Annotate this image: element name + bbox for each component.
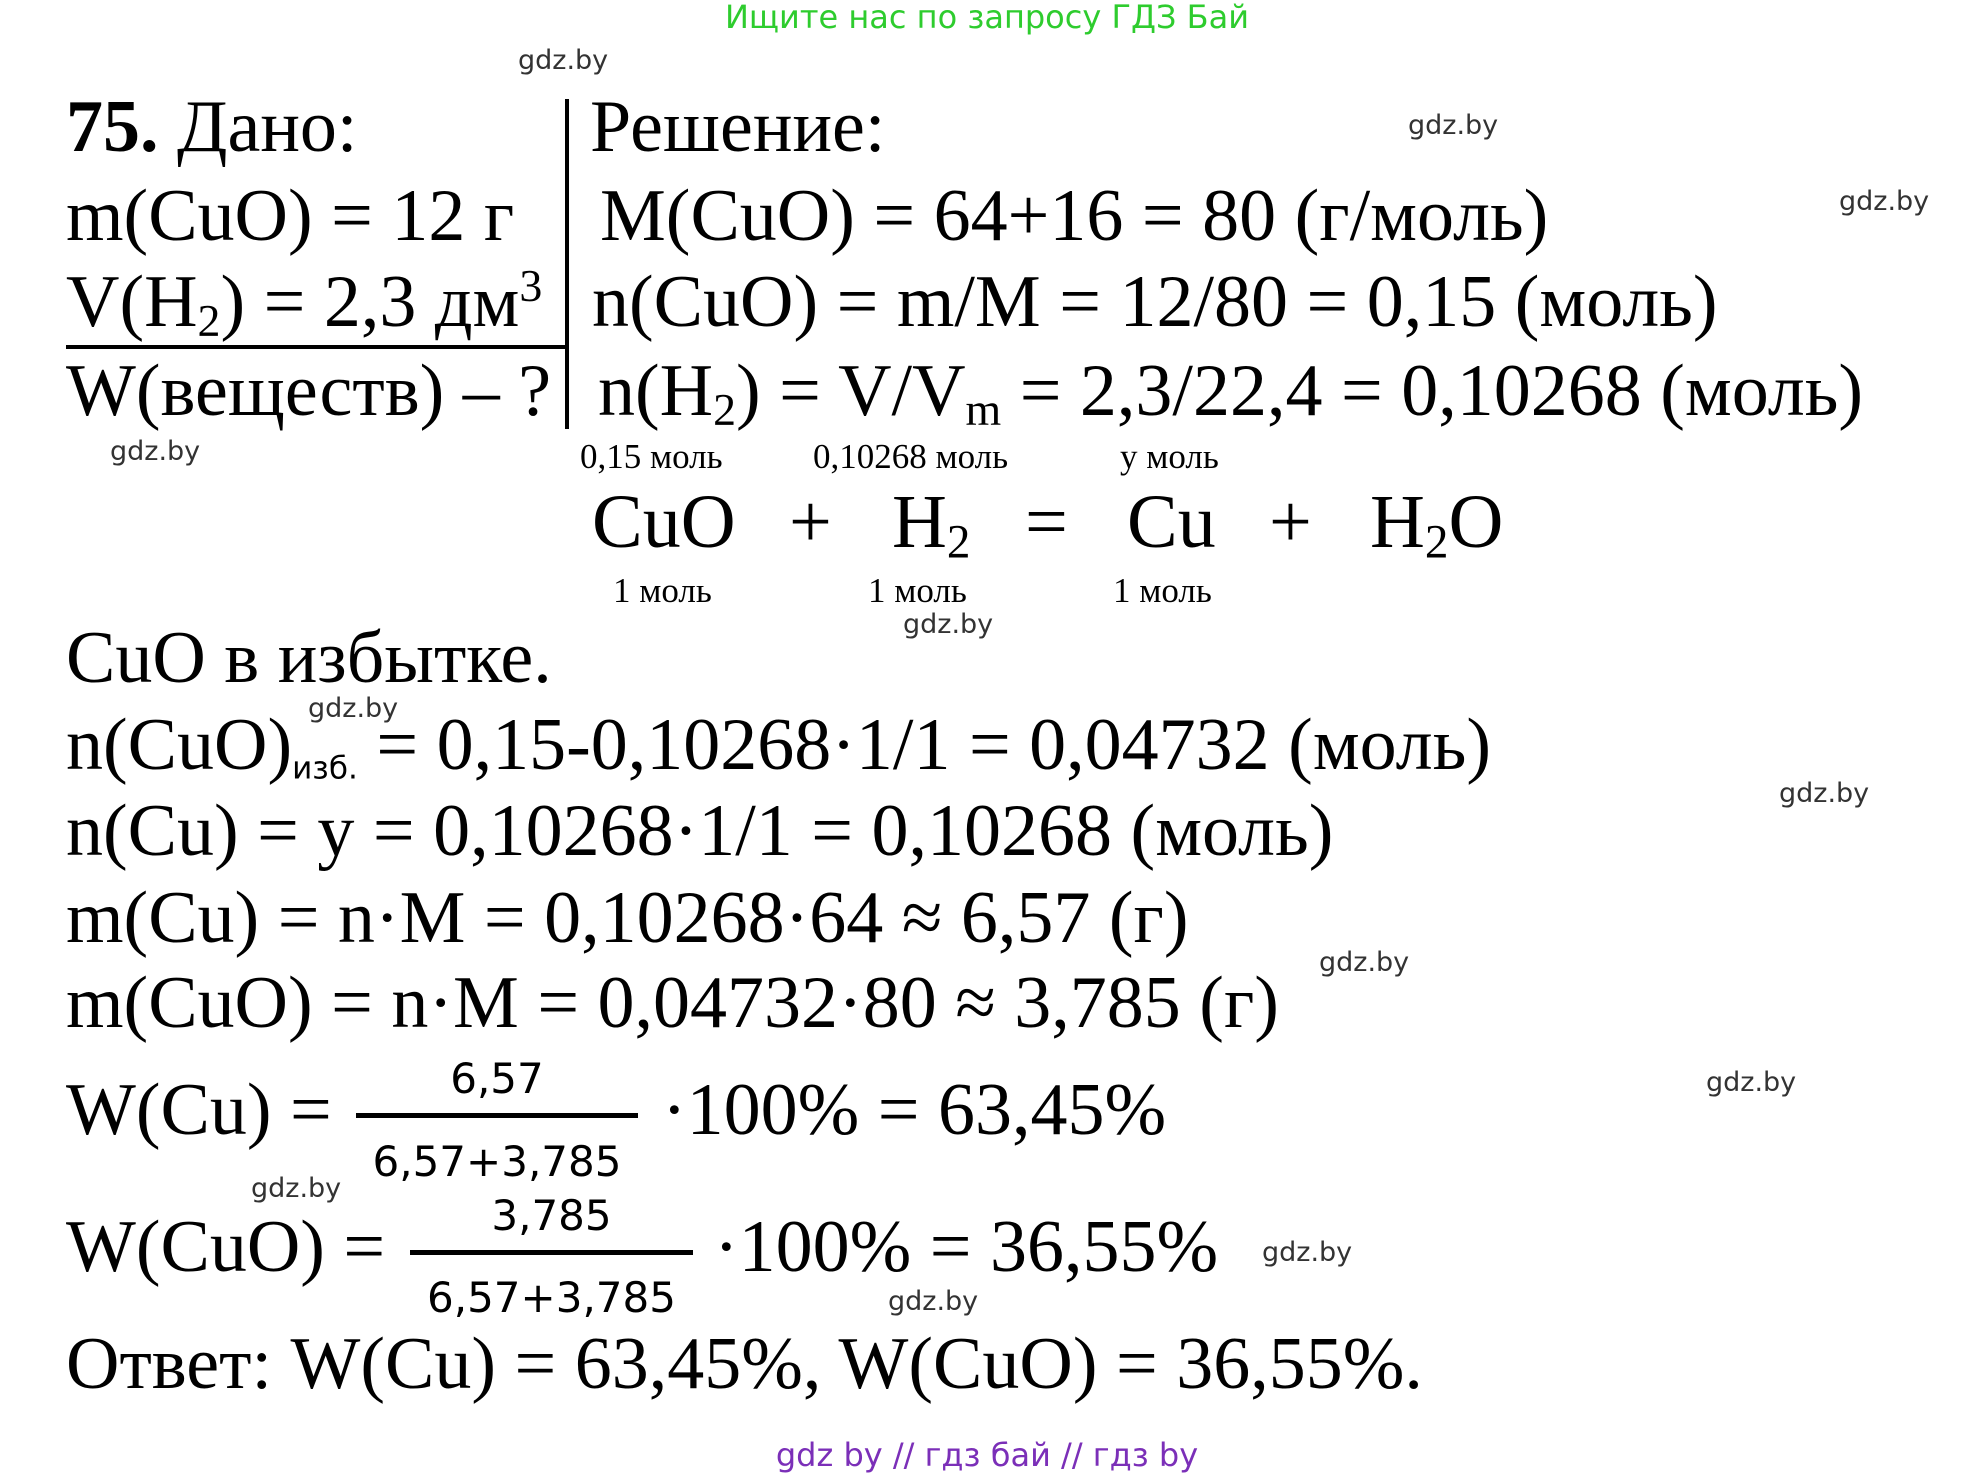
text-run: O <box>1448 480 1504 564</box>
watermark: gdz.by <box>518 45 609 76</box>
subscript: 2 <box>713 384 737 436</box>
fraction-bar <box>410 1250 693 1255</box>
watermark: gdz.by <box>888 1286 979 1317</box>
equation-term: CuO <box>592 484 736 560</box>
equation-operator: = <box>1025 484 1068 560</box>
text-run: V(H <box>66 261 198 343</box>
calc-line: m(Cu) = n·M = 0,10268·64 ≈ 6,57 (г) <box>66 881 1189 955</box>
coef-above: y моль <box>1120 437 1219 476</box>
subscript: m <box>965 384 1002 436</box>
fraction-denominator: 6,57+3,785 <box>427 1273 676 1322</box>
calc-line: n(CuO)изб. = 0,15-0,10268·1/1 = 0,04732 … <box>66 708 1491 784</box>
coef-below: 1 моль <box>613 571 712 610</box>
subscript: 2 <box>946 516 971 569</box>
text-run: CuO <box>592 480 736 564</box>
text-run: n(H <box>598 350 714 432</box>
equation-operator: + <box>1269 484 1312 560</box>
answer-line: Ответ: W(Cu) = 63,45%, W(CuO) = 36,55%. <box>66 1323 1423 1405</box>
text-run: m(CuO) = 12 г <box>66 175 515 257</box>
fraction-right: ·100% = 36,55% <box>714 1206 1219 1288</box>
fraction-bar <box>356 1113 638 1118</box>
superscript: 3 <box>519 259 543 311</box>
given-heading: 75. Дано: <box>66 90 357 164</box>
fraction-numerator: 3,785 <box>491 1191 612 1240</box>
text-run: H <box>892 480 947 564</box>
coef-above: 0,15 моль <box>580 437 723 476</box>
calc-line: n(Cu) = y = 0,10268·1/1 = 0,10268 (моль) <box>66 794 1333 868</box>
text-run: = <box>1025 480 1068 564</box>
text-run: = 0,15-0,10268·1/1 = 0,04732 (моль) <box>357 704 1491 786</box>
fraction-right: ·100% = 63,45% <box>662 1069 1167 1151</box>
equation-term: H2 <box>892 484 970 566</box>
find-line: W(веществ) – ? <box>66 354 551 428</box>
fraction-denominator: 6,57+3,785 <box>372 1137 622 1186</box>
text-run: + <box>789 480 832 564</box>
text-run: CuO в избытке. <box>66 617 552 699</box>
coef-below: 1 моль <box>868 571 967 610</box>
solution-heading: Решение: <box>590 86 886 168</box>
text-run: H <box>1370 480 1425 564</box>
watermark: gdz.by <box>1408 110 1499 141</box>
given-divider-horizontal <box>66 345 567 349</box>
watermark: gdz.by <box>1779 778 1870 809</box>
text-run: m(CuO) = n·M = 0,04732·80 ≈ 3,785 (г) <box>66 962 1279 1044</box>
text-run: = 2,3/22,4 = 0,10268 (моль) <box>1001 350 1864 432</box>
text-run: M(CuO) = 64+16 = 80 (г/моль) <box>600 175 1549 257</box>
text-run: ) = V/V <box>736 350 966 432</box>
calc-line: m(CuO) = n·M = 0,04732·80 ≈ 3,785 (г) <box>66 966 1279 1040</box>
fraction-numerator: 6,57 <box>450 1054 544 1103</box>
solution-line: M(CuO) = 64+16 = 80 (г/моль) <box>600 179 1548 253</box>
watermark: gdz.by <box>1262 1237 1353 1268</box>
watermark: gdz.by <box>308 693 399 724</box>
coef-above: 0,10268 моль <box>813 437 1009 476</box>
watermark: gdz.by <box>1706 1067 1797 1098</box>
coef-below: 1 моль <box>1113 571 1212 610</box>
equation-term: Cu <box>1127 484 1216 560</box>
given-line: m(CuO) = 12 г <box>66 179 514 253</box>
text-run: W(веществ) – ? <box>66 350 552 432</box>
subscript: 2 <box>1424 516 1449 569</box>
watermark: gdz.by <box>1839 186 1930 217</box>
fraction-left: W(Cu) = <box>66 1069 332 1151</box>
solution-line: n(CuO) = m/M = 12/80 = 0,15 (моль) <box>592 265 1718 339</box>
watermark: gdz.by <box>903 609 994 640</box>
footer-links: gdz by // гдз бай // гдз by <box>775 1436 1199 1474</box>
subscript: 2 <box>197 295 221 347</box>
text-run: ) = 2,3 дм <box>220 261 520 343</box>
calc-line: CuO в избытке. <box>66 621 552 695</box>
watermark: gdz.by <box>110 436 201 467</box>
given-label: Дано: <box>158 86 358 168</box>
equation-term: H2O <box>1370 484 1503 566</box>
text-run: n(CuO) = m/M = 12/80 = 0,15 (моль) <box>592 261 1718 343</box>
watermark: gdz.by <box>1319 947 1410 978</box>
search-hint-banner: Ищите нас по запросу ГДЗ Бай <box>724 0 1250 36</box>
subscript: изб. <box>292 750 358 787</box>
text-run: n(CuO) <box>66 704 293 786</box>
text-run: + <box>1269 480 1312 564</box>
text-run: n(Cu) = y = 0,10268·1/1 = 0,10268 (моль) <box>66 790 1334 872</box>
text-run: Cu <box>1127 480 1216 564</box>
watermark: gdz.by <box>251 1173 342 1204</box>
text-run: m(Cu) = n·M = 0,10268·64 ≈ 6,57 (г) <box>66 877 1189 959</box>
given-divider-vertical <box>565 99 569 429</box>
solution-line: n(H2) = V/Vm = 2,3/22,4 = 0,10268 (моль) <box>598 354 1863 433</box>
equation-operator: + <box>789 484 832 560</box>
fraction-left: W(CuO) = <box>66 1206 386 1288</box>
problem-number: 75. <box>66 86 159 168</box>
given-line: V(H2) = 2,3 дм3 <box>66 262 542 343</box>
